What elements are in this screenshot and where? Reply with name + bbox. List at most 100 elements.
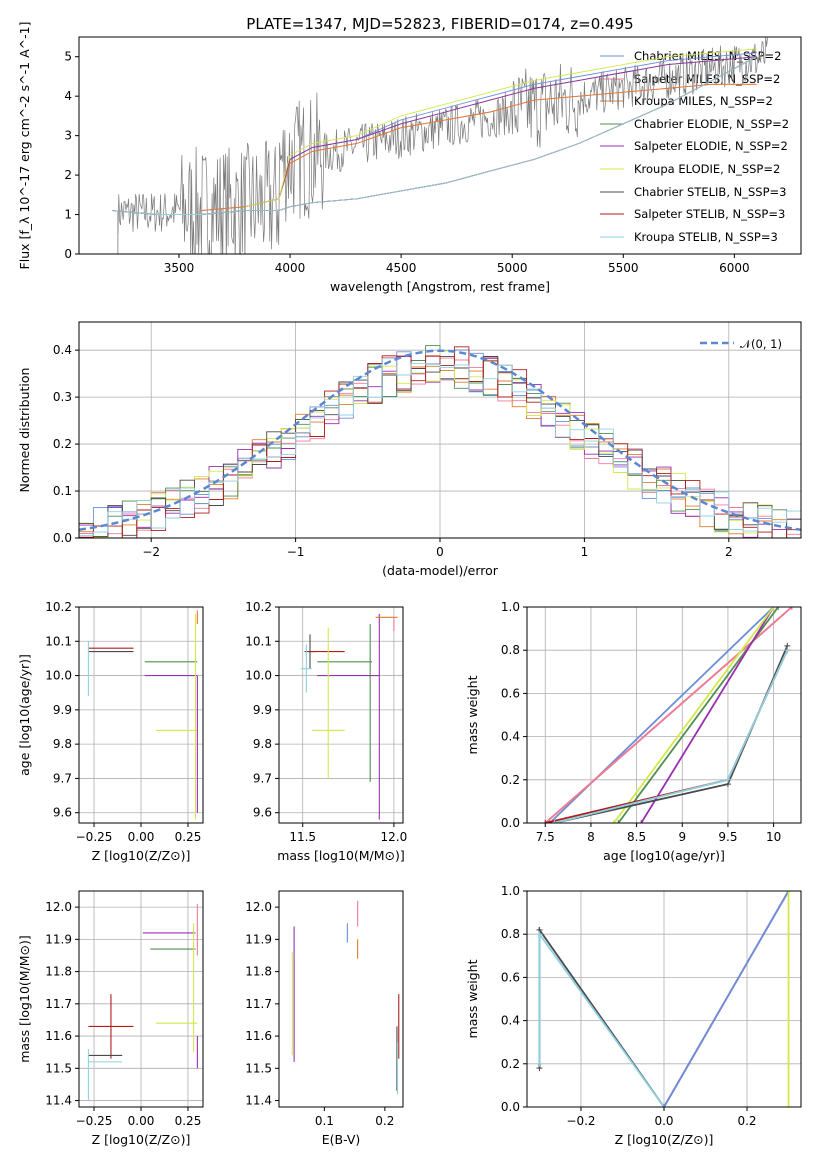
x-tick-label: −0.25 bbox=[76, 1114, 113, 1128]
y-tick-label: 11.7 bbox=[45, 997, 72, 1011]
mass-weight-marker bbox=[724, 776, 731, 783]
x-axis-label: mass [log10(M/M⊙)] bbox=[277, 848, 405, 863]
y-tick-label: 10.1 bbox=[245, 634, 272, 648]
mass-weight-marker bbox=[775, 607, 782, 610]
observed-spectrum bbox=[117, 37, 768, 254]
legend-label: Chabrier STELIB, N_SSP=3 bbox=[634, 185, 786, 199]
y-tick-label: 0.2 bbox=[501, 773, 520, 787]
x-tick-label: 3500 bbox=[164, 261, 195, 275]
y-tick-label: 9.9 bbox=[53, 703, 72, 717]
age_vs_Z-plot-area bbox=[87, 610, 198, 820]
x-tick-label: 10 bbox=[766, 830, 781, 844]
y-tick-label: 0.0 bbox=[501, 1100, 520, 1114]
y-tick-label: 10.2 bbox=[245, 600, 272, 614]
y-axis-label: mass weight bbox=[465, 675, 480, 754]
x-tick-label: −1 bbox=[287, 545, 305, 559]
legend-label: 𝒩(0, 1) bbox=[740, 337, 782, 351]
y-axis-label: Flux [f_λ 10^-17 erg cm^-2 s^-1 A^-1] bbox=[17, 22, 32, 270]
y-tick-label: 11.6 bbox=[245, 1029, 272, 1043]
y-tick-label: 0.0 bbox=[53, 531, 72, 545]
mass_vs_EBV-plot-area bbox=[291, 900, 400, 1095]
mass_vs_Z-plot-area bbox=[87, 903, 198, 1101]
mass-weight-marker bbox=[784, 647, 791, 654]
y-axis-label: age [log10(age/yr)] bbox=[17, 654, 32, 776]
x-tick-label: 0 bbox=[436, 545, 444, 559]
model-spectrum-line bbox=[245, 48, 757, 208]
y-axis-label: mass [log10(M/M⊙)] bbox=[17, 935, 32, 1063]
x-tick-label: 1 bbox=[581, 545, 589, 559]
spectrum-axes: 3500 4000 4500 5000 5500 6000 0 1 2 3 4 5 wavelength… bbox=[17, 22, 802, 294]
x-axis-label: age [log10(age/yr)] bbox=[603, 848, 725, 863]
x-tick-label: 9 bbox=[678, 830, 686, 844]
y-tick-label: 0.6 bbox=[501, 970, 520, 984]
x-tick-label: 6000 bbox=[719, 261, 750, 275]
axes-frame bbox=[278, 606, 404, 824]
legend-label: Chabrier ELODIE, N_SSP=2 bbox=[634, 117, 789, 131]
y-tick-label: 0.2 bbox=[53, 437, 72, 451]
mass-weight-line bbox=[640, 607, 775, 823]
errorbar-point bbox=[88, 994, 134, 1059]
y-tick-label: 11.4 bbox=[245, 1094, 272, 1108]
y-tick-label: 0.8 bbox=[501, 927, 520, 941]
y-tick-label: 0.4 bbox=[53, 343, 72, 357]
x-tick-label: 0.00 bbox=[128, 1114, 155, 1128]
mass-weight-marker bbox=[615, 820, 622, 823]
x-tick-label: 12.0 bbox=[381, 830, 408, 844]
x-axis-label: Z [log10(Z/Z⊙)] bbox=[615, 1132, 714, 1147]
y-tick-label: 5 bbox=[64, 50, 72, 64]
x-axis-label: E(B-V) bbox=[322, 1132, 361, 1147]
y-axis-label: Normed distribution bbox=[17, 368, 32, 493]
x-axis-label: Z [log10(Z/Z⊙)] bbox=[92, 1132, 191, 1147]
x-tick-label: 8 bbox=[587, 830, 595, 844]
mass-weight-line bbox=[613, 607, 775, 823]
axes-frame bbox=[78, 606, 204, 824]
legend-label: Kroupa ELODIE, N_SSP=2 bbox=[634, 162, 780, 176]
axes-frame bbox=[526, 890, 802, 1108]
mass-weight-marker bbox=[638, 820, 645, 823]
gaussian-curve bbox=[79, 349, 801, 532]
x-tick-label: 5500 bbox=[608, 261, 639, 275]
y-tick-label: 11.9 bbox=[245, 932, 272, 946]
legend-label: Salpeter STELIB, N_SSP=3 bbox=[634, 207, 785, 221]
axes-frame bbox=[78, 890, 204, 1108]
x-tick-label: 5000 bbox=[497, 261, 528, 275]
mass-weight-marker bbox=[610, 820, 617, 823]
mass-weight-line bbox=[554, 645, 789, 823]
x-tick-label: 0.2 bbox=[375, 1114, 394, 1128]
y-tick-label: 0.8 bbox=[501, 643, 520, 657]
residual-panel: 𝒩(0, 1) bbox=[700, 337, 782, 351]
y-tick-label: 9.8 bbox=[253, 737, 272, 751]
y-tick-label: 0.6 bbox=[501, 686, 520, 700]
errorbar-point bbox=[300, 644, 312, 693]
mass-weight-line bbox=[663, 891, 790, 1107]
y-tick-label: 11.5 bbox=[45, 1061, 72, 1075]
y-tick-label: 1 bbox=[64, 208, 72, 222]
residual-histogram bbox=[79, 358, 801, 537]
massweight_vs_Z-axes: −0.2 0.0 0.2 0.0 0.2 0.4 0.6 0.8 1.0 Z [log10(Z/Z… bbox=[465, 884, 802, 1147]
residuals-axes: −2 −1 0 1 2 0.0 0.1 0.2 0.3 0.4 (data-model)/error… bbox=[17, 321, 802, 578]
x-axis-label: wavelength [Angstrom, rest frame] bbox=[330, 279, 550, 294]
mass-weight-marker bbox=[661, 1104, 667, 1107]
mass-weight-marker bbox=[770, 607, 777, 610]
legend-label: Salpeter ELODIE, N_SSP=2 bbox=[634, 139, 788, 153]
mass-weight-marker bbox=[542, 820, 549, 823]
mass_vs_EBV-axes: 0.1 0.2 11.4 11.5 11.6 11.7 11.8 11.9 12.0 E(B-V) bbox=[245, 890, 404, 1147]
y-tick-label: 0.4 bbox=[501, 730, 520, 744]
mass-weight-marker bbox=[785, 1104, 792, 1107]
model-spectrum-line bbox=[245, 56, 757, 208]
model-spectrum-line bbox=[112, 56, 757, 215]
mass_vs_Z-axes: −0.25 0.00 0.25 11.4 11.5 11.6 11.7 11.8 11.9 12.… bbox=[17, 890, 204, 1147]
x-tick-label: 0.25 bbox=[175, 830, 202, 844]
y-tick-label: 9.6 bbox=[253, 806, 272, 820]
y-tick-label: 9.8 bbox=[53, 737, 72, 751]
spectrum-panel: Chabrier MILES, N_SSP=2 Salpeter MILES, … bbox=[600, 49, 789, 244]
x-tick-label: 4000 bbox=[275, 261, 306, 275]
x-tick-label: 9.5 bbox=[718, 830, 737, 844]
y-tick-label: 0.1 bbox=[53, 484, 72, 498]
residual-legend: 𝒩(0, 1) bbox=[700, 337, 782, 351]
legend-label: Kroupa MILES, N_SSP=2 bbox=[634, 94, 773, 108]
y-tick-label: 4 bbox=[64, 89, 72, 103]
massweight_vs_Z-plot-area bbox=[536, 891, 792, 1107]
y-tick-label: 9.6 bbox=[53, 806, 72, 820]
